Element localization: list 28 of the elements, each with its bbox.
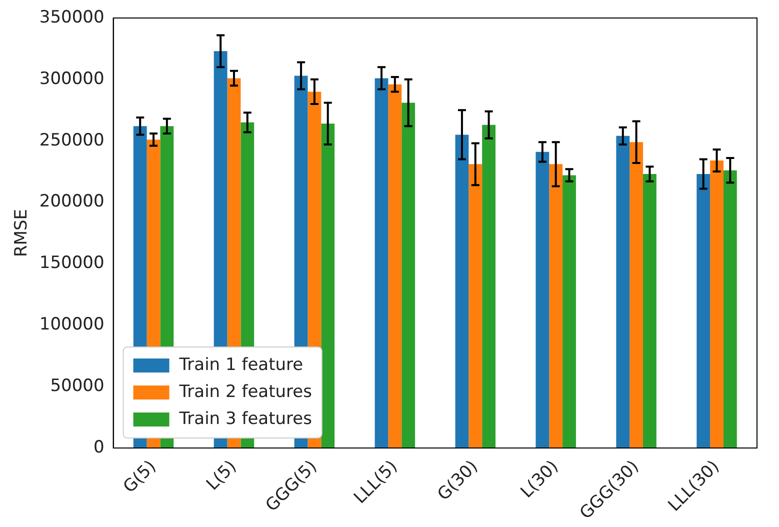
bar bbox=[643, 174, 656, 448]
bar bbox=[562, 175, 576, 448]
bar bbox=[536, 152, 550, 448]
bar bbox=[402, 102, 416, 448]
legend-label: Train 1 feature bbox=[178, 354, 304, 375]
y-tick-label: 300000 bbox=[39, 68, 104, 89]
y-tick-label: 150000 bbox=[39, 253, 104, 274]
y-tick-label: 350000 bbox=[39, 7, 104, 28]
bar bbox=[374, 78, 388, 448]
legend-label: Train 3 features bbox=[178, 408, 312, 429]
bar bbox=[616, 136, 630, 448]
bar bbox=[710, 160, 724, 448]
bar bbox=[482, 124, 496, 448]
y-tick-label: 50000 bbox=[50, 376, 104, 396]
y-tick-label: 200000 bbox=[39, 192, 104, 212]
y-tick-label: 0 bbox=[93, 437, 104, 458]
bar bbox=[549, 164, 563, 448]
bar bbox=[630, 142, 644, 448]
bar bbox=[723, 170, 737, 448]
legend-label: Train 2 features bbox=[178, 382, 312, 402]
y-axis-title: RMSE bbox=[12, 208, 32, 257]
bar bbox=[388, 84, 402, 448]
y-tick-label: 100000 bbox=[39, 314, 104, 335]
bar bbox=[321, 124, 335, 448]
bar bbox=[468, 164, 482, 448]
y-tick-label: 250000 bbox=[39, 130, 104, 150]
bar bbox=[455, 134, 469, 448]
bar bbox=[696, 174, 710, 448]
